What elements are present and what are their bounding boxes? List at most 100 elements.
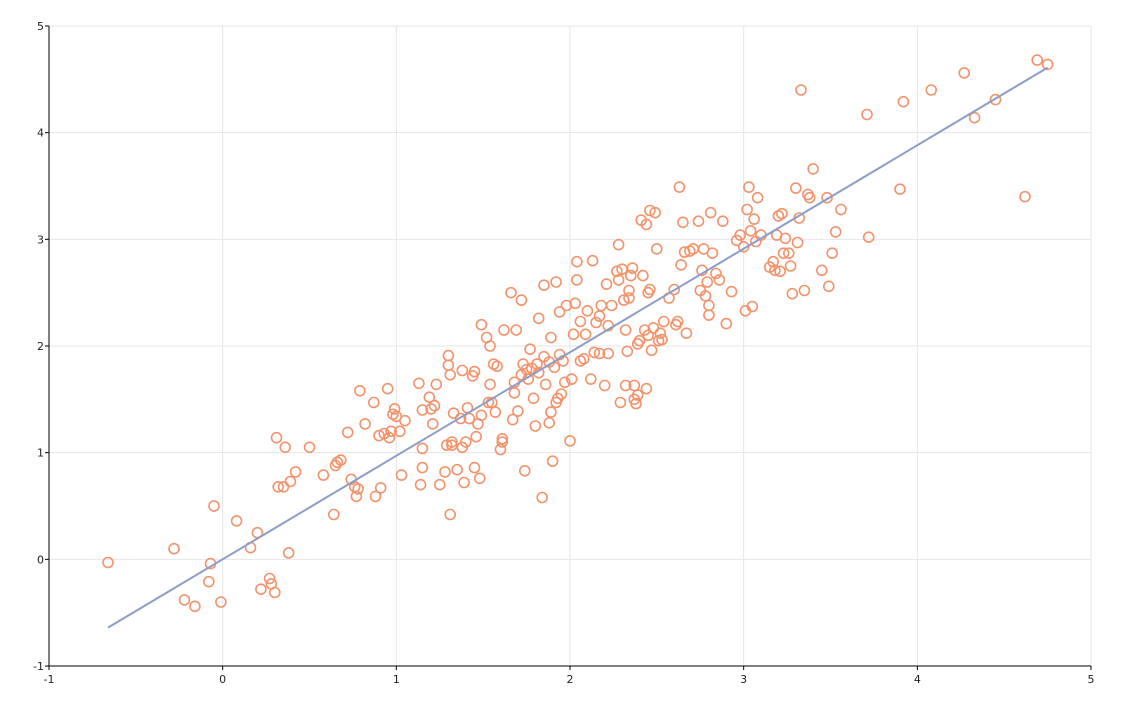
scatter-point: [789, 182, 802, 194]
scatter-point: [701, 276, 714, 288]
scatter-point: [725, 285, 738, 298]
x-tick-label: 5: [1088, 673, 1095, 686]
scatter-point: [531, 358, 543, 370]
scatter-point: [416, 442, 429, 455]
scatter-point: [677, 216, 689, 229]
scatter-point: [374, 482, 387, 494]
scatter-point: [475, 409, 488, 422]
scatter-point: [439, 466, 451, 478]
scatter-point: [284, 475, 297, 488]
x-tick-label: 3: [740, 673, 747, 686]
scatter-point: [703, 299, 715, 312]
scatter-point: [584, 373, 597, 385]
scatter-point: [782, 247, 795, 259]
scatter-point: [779, 232, 792, 245]
scatter-point: [413, 377, 425, 390]
scatter-point: [593, 347, 606, 360]
scatter-point: [704, 206, 717, 219]
scatter-point: [593, 310, 606, 322]
scatter-point: [958, 67, 971, 79]
scatter-point: [433, 478, 446, 491]
x-tick-label: 4: [914, 673, 921, 686]
scatter-point: [463, 412, 476, 425]
scatter-point: [512, 405, 524, 417]
scatter-point: [475, 318, 488, 331]
scatter-point: [590, 316, 602, 329]
scatter-point: [317, 469, 330, 481]
scatter-point: [600, 278, 613, 290]
scatter-point: [423, 391, 436, 404]
scatter-point: [430, 378, 443, 391]
scatter-point: [289, 466, 302, 478]
scatter-point: [569, 297, 582, 310]
scatter-point: [524, 343, 536, 356]
scatter-point: [713, 274, 726, 286]
x-tick-label: 0: [219, 673, 226, 686]
axes: -1 0 1 2 3 4 5 -1 0 1 2 3 4 5: [33, 20, 1094, 686]
scatter-point: [624, 269, 637, 282]
scatter-point: [359, 418, 371, 430]
y-tick-label: 1: [37, 447, 44, 460]
scatter-point: [586, 254, 599, 267]
scatter-point: [532, 366, 545, 379]
scatter-point: [381, 382, 394, 395]
scatter-point: [798, 284, 811, 297]
scatter-point: [612, 238, 625, 251]
scatter-point: [230, 515, 243, 527]
y-tick-label: 2: [37, 340, 44, 353]
scatter-point: [550, 276, 562, 288]
scatter-point: [385, 425, 397, 438]
scatter-point: [897, 95, 910, 108]
scatter-point: [178, 594, 191, 606]
scatter-point: [1041, 58, 1054, 71]
scatter-point: [416, 404, 429, 416]
scatter-point: [426, 418, 439, 430]
scatter-point: [470, 430, 483, 443]
scatter-point: [1031, 54, 1043, 66]
scatter-point: [621, 345, 634, 358]
scatter-point: [506, 413, 519, 426]
scatter-point: [617, 294, 630, 306]
scatter-point: [671, 315, 684, 328]
scatter-point: [399, 414, 411, 427]
scatter-point: [692, 215, 705, 227]
scatter-point: [776, 207, 788, 220]
scatter-point: [388, 403, 401, 415]
scatter-point: [456, 364, 469, 377]
scatter-point: [482, 396, 495, 409]
scatter-point: [442, 359, 455, 372]
fit-line: [107, 66, 1049, 629]
scatter-point: [545, 406, 557, 418]
scatter-point: [767, 255, 780, 268]
scatter-point: [272, 480, 285, 493]
scatter-point: [484, 340, 496, 352]
scatter-point: [680, 327, 693, 340]
scatter-point: [815, 264, 828, 277]
scatter-point: [565, 373, 578, 385]
scatter-point: [807, 163, 819, 175]
scatter-point: [263, 572, 276, 585]
scatter-point: [626, 262, 639, 274]
scatter-point: [341, 426, 354, 439]
scatter-point: [545, 331, 557, 344]
scatter-point: [303, 441, 316, 454]
scatter-point: [619, 324, 632, 336]
scatter-point: [546, 455, 559, 468]
scatter-point: [630, 397, 642, 410]
scatter-point: [494, 443, 507, 456]
scatter-point: [579, 328, 592, 341]
scatter-point: [644, 204, 656, 217]
scatter-point: [633, 334, 646, 347]
scatter-point: [619, 379, 632, 392]
scatter-points: [102, 54, 1054, 613]
scatter-point: [784, 260, 797, 272]
scatter-point: [786, 287, 799, 300]
scatter-point: [447, 407, 460, 420]
scatter-point: [675, 259, 687, 271]
scatter-point: [458, 476, 470, 489]
scatter-point: [829, 226, 842, 238]
scatter-point: [203, 575, 215, 588]
scatter-point: [393, 425, 406, 438]
scatter-point: [527, 392, 540, 405]
